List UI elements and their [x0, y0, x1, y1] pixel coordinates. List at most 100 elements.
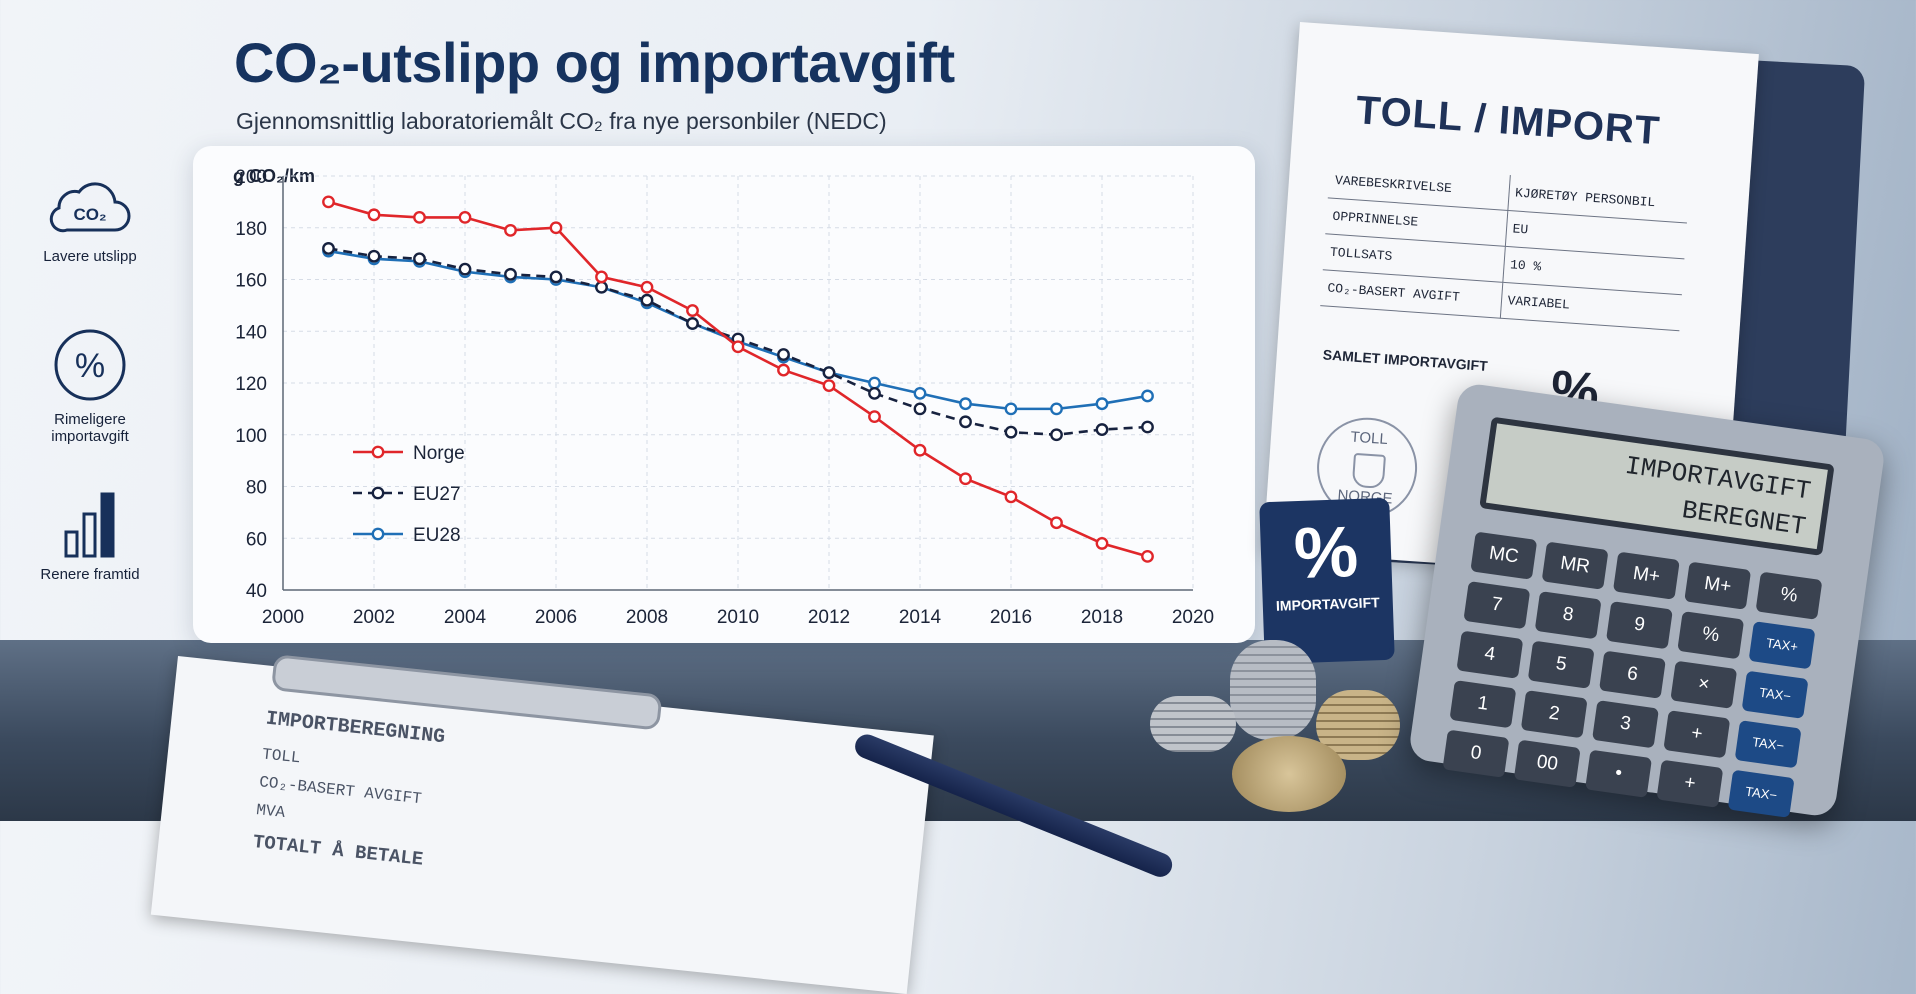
data-point-eu28: [959, 397, 972, 411]
customs-doc-title: TOLL / IMPORT: [1354, 88, 1662, 154]
data-point-norge: [640, 280, 654, 294]
legend-label-eu27: EU27: [413, 484, 461, 505]
y-tick-label: 200: [235, 167, 267, 188]
calculator-key[interactable]: 8: [1534, 591, 1602, 640]
data-point-eu28: [868, 376, 881, 390]
calculator-key[interactable]: TAX−: [1734, 720, 1802, 769]
svg-text:CO₂: CO₂: [73, 205, 106, 224]
x-tick-label: 2012: [808, 607, 850, 628]
side-item-label: Lavere utslipp: [43, 248, 137, 265]
data-point-eu27: [367, 249, 381, 263]
calculator-key[interactable]: 0: [1442, 729, 1510, 778]
data-point-eu28: [1141, 389, 1154, 403]
percent-icon: %: [1292, 511, 1360, 595]
calculator-key[interactable]: +: [1663, 710, 1731, 759]
data-point-norge: [549, 221, 563, 235]
data-point-eu27: [458, 262, 472, 276]
data-point-eu27: [959, 415, 972, 429]
calculator-key[interactable]: 9: [1605, 601, 1673, 650]
data-point-eu27: [822, 366, 836, 380]
y-tick-label: 160: [235, 271, 267, 292]
x-tick-label: 2000: [262, 607, 304, 628]
x-tick-label: 2020: [1172, 607, 1214, 628]
data-point-norge: [959, 472, 972, 486]
coin-icon: [1232, 736, 1346, 812]
calculator-key[interactable]: +: [1656, 759, 1724, 808]
calculator-key[interactable]: MR: [1541, 541, 1609, 590]
svg-text:%: %: [75, 347, 105, 385]
page-subtitle: Gjennomsnittlig laboratoriemålt CO₂ fra …: [236, 108, 887, 134]
calculator-key[interactable]: 3: [1592, 700, 1659, 749]
data-point-eu27: [595, 280, 608, 294]
data-point-eu28: [1095, 397, 1109, 411]
data-point-eu27: [913, 402, 927, 416]
data-point-norge: [822, 379, 836, 392]
data-point-eu27: [549, 270, 563, 284]
data-point-eu27: [1050, 428, 1063, 442]
calculator-display: IMPORTAVGIFT BEREGNET: [1479, 416, 1835, 556]
calculator-key[interactable]: MC: [1470, 531, 1538, 580]
customs-doc-table: VAREBESKRIVELSE KJØRETØY PERSONBIL OPPRIN…: [1320, 162, 1690, 331]
data-point-eu27: [413, 252, 426, 266]
data-point-norge: [1095, 537, 1109, 550]
shield-icon: [1351, 452, 1387, 489]
data-point-norge: [322, 195, 335, 209]
y-tick-label: 100: [235, 426, 267, 447]
calculator-key[interactable]: 7: [1463, 581, 1531, 630]
calculator-key[interactable]: M+: [1612, 551, 1680, 600]
data-point-norge: [367, 208, 381, 222]
y-tick-label: 80: [246, 478, 267, 499]
data-point-eu27: [640, 293, 654, 307]
calculator-key[interactable]: •: [1585, 749, 1653, 798]
x-tick-label: 2018: [1081, 607, 1123, 628]
data-point-norge: [913, 443, 927, 457]
data-point-eu27: [504, 267, 517, 281]
side-item-cheaper-import-tax: % Rimeligere importavgift: [18, 325, 162, 445]
calculator: IMPORTAVGIFT BEREGNET MC MR M+ M+% 7 8 9% TAX+ 4…: [1407, 381, 1887, 820]
calculator-key[interactable]: ×: [1670, 660, 1738, 709]
calculator-key[interactable]: M+: [1684, 561, 1752, 610]
calculator-key[interactable]: 00: [1513, 739, 1581, 788]
clipboard-line: MVA: [255, 801, 286, 822]
y-tick-label: 140: [235, 322, 267, 343]
data-point-eu28: [1050, 402, 1063, 416]
side-item-lower-emissions: CO₂ Lavere utslipp: [18, 172, 162, 265]
calculator-key[interactable]: 6: [1598, 650, 1666, 699]
data-point-norge: [1141, 549, 1154, 563]
calculator-key[interactable]: %: [1677, 611, 1745, 660]
clipboard-line: TOLL: [261, 745, 302, 768]
chart-card: g CO₂/km 40 60 80 100 120 140 160 180 200 2000 200…: [193, 146, 1255, 643]
y-tick-label: 180: [235, 219, 267, 240]
coin-stack-icon: [1150, 696, 1236, 752]
x-tick-label: 2014: [899, 607, 942, 628]
clipboard-heading: IMPORTBEREGNING: [264, 707, 447, 750]
side-item-cleaner-future: Renere framtid: [18, 490, 162, 583]
legend-marker-norge: [371, 445, 385, 459]
data-point-eu28: [913, 386, 927, 400]
data-point-norge: [413, 211, 426, 224]
y-tick-label: 120: [235, 374, 267, 395]
side-item-label: Renere framtid: [40, 566, 140, 583]
data-point-norge: [1004, 490, 1018, 504]
data-point-norge: [504, 223, 517, 237]
co2-line-chart: g CO₂/km 40 60 80 100 120 140 160 180 200 2000 200…: [233, 166, 1214, 628]
calculator-key[interactable]: 4: [1456, 630, 1524, 679]
calculator-key[interactable]: TAX+: [1748, 621, 1816, 670]
data-point-norge: [458, 211, 472, 224]
calculator-key[interactable]: %: [1755, 571, 1823, 620]
data-point-norge: [777, 363, 790, 377]
calculator-key[interactable]: 1: [1449, 680, 1517, 729]
percent-circle-icon: %: [54, 329, 126, 401]
legend-label-norge: Norge: [413, 443, 465, 464]
data-point-eu27: [686, 317, 699, 330]
calculator-key[interactable]: 2: [1520, 690, 1588, 739]
data-point-norge: [686, 304, 699, 317]
legend-marker-eu28: [371, 527, 385, 541]
calculator-key[interactable]: 5: [1527, 640, 1595, 689]
data-point-eu27: [1095, 423, 1109, 436]
calculator-key[interactable]: TAX−: [1741, 670, 1809, 719]
calculator-keypad: MC MR M+ M+% 7 8 9% TAX+ 4 5 6 × TAX− 1 2 3 + TAX− 0 00 • + TA…: [1442, 531, 1832, 820]
x-tick-label: 2002: [353, 607, 395, 628]
x-tick-label: 2004: [444, 607, 487, 628]
calculator-key[interactable]: TAX−: [1727, 769, 1795, 818]
